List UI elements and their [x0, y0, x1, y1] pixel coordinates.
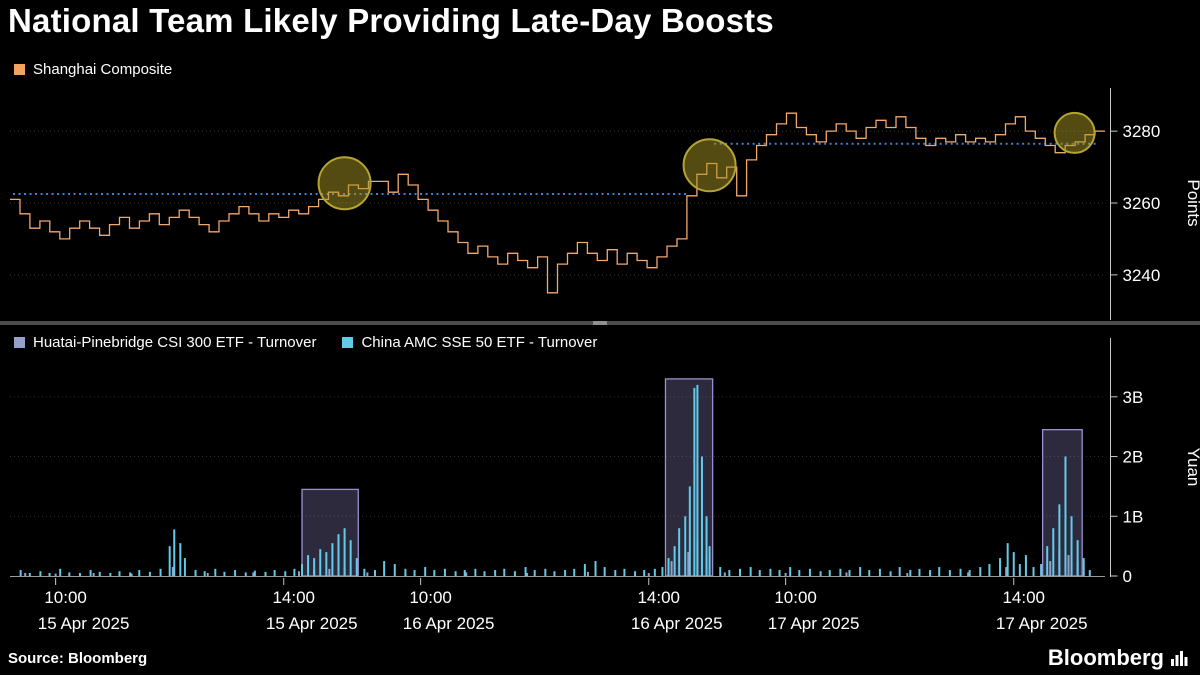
legend-item-shanghai-composite: Shanghai Composite [14, 61, 172, 78]
svg-text:14:00: 14:00 [637, 588, 680, 607]
legend-item-sse50-etf: China AMC SSE 50 ETF - Turnover [342, 334, 597, 351]
yuan-axis: 0 1B 2B 3B Yuan [1110, 338, 1200, 586]
bloomberg-logo-icon [1170, 649, 1188, 667]
svg-text:10:00: 10:00 [774, 588, 817, 607]
svg-text:14:00: 14:00 [272, 588, 315, 607]
svg-text:Yuan: Yuan [1184, 448, 1200, 487]
svg-text:17 Apr 2025: 17 Apr 2025 [996, 614, 1088, 633]
svg-text:10:00: 10:00 [409, 588, 452, 607]
source-credit: Source: Bloomberg [8, 650, 148, 667]
svg-text:1B: 1B [1123, 507, 1144, 526]
sse50-turnover-bars [19, 384, 1091, 576]
svg-text:16 Apr 2025: 16 Apr 2025 [403, 614, 495, 633]
svg-text:3280: 3280 [1123, 122, 1161, 141]
late-day-highlight-circles [317, 111, 1096, 211]
svg-text:3260: 3260 [1123, 194, 1161, 213]
points-axis: 3240 3260 3280 Points [1110, 88, 1200, 320]
svg-text:0: 0 [1123, 567, 1132, 586]
bottom-legend: Huatai-Pinebridge CSI 300 ETF - Turnover… [14, 334, 623, 351]
sse50-etf-label: China AMC SSE 50 ETF - Turnover [361, 334, 598, 351]
shanghai-composite-label: Shanghai Composite [33, 61, 173, 78]
csi300-etf-label: Huatai-Pinebridge CSI 300 ETF - Turnover [33, 334, 317, 351]
vwap-reference-lines [13, 142, 1099, 196]
sse50-etf-swatch [342, 337, 354, 348]
svg-text:Points: Points [1184, 179, 1200, 226]
csi300-etf-swatch [14, 337, 25, 348]
svg-text:16 Apr 2025: 16 Apr 2025 [631, 614, 723, 633]
time-axis: 10:00 15 Apr 2025 14:00 15 Apr 2025 10:00 16 … [38, 578, 1088, 633]
bloomberg-logo: Bloomberg [1048, 645, 1188, 671]
turnover-gridlines [10, 396, 1105, 517]
svg-text:15 Apr 2025: 15 Apr 2025 [38, 614, 130, 633]
svg-text:17 Apr 2025: 17 Apr 2025 [768, 614, 860, 633]
price-series [10, 112, 1105, 294]
svg-text:10:00: 10:00 [44, 588, 87, 607]
price-gridlines [10, 130, 1105, 276]
panel-separator-handle [593, 321, 607, 325]
legend-item-csi300-etf: Huatai-Pinebridge CSI 300 ETF - Turnover [14, 334, 316, 351]
svg-text:14:00: 14:00 [1002, 588, 1045, 607]
shanghai-composite-swatch [14, 64, 25, 75]
svg-text:2B: 2B [1123, 448, 1144, 467]
svg-text:3B: 3B [1123, 388, 1144, 407]
svg-text:3240: 3240 [1123, 266, 1161, 285]
page-title: National Team Likely Providing Late-Day … [8, 2, 774, 39]
bloomberg-logo-text: Bloomberg [1047, 645, 1164, 670]
csi300-turnover-blocks [301, 378, 1083, 577]
top-legend: Shanghai Composite [14, 61, 198, 78]
svg-text:15 Apr 2025: 15 Apr 2025 [266, 614, 358, 633]
